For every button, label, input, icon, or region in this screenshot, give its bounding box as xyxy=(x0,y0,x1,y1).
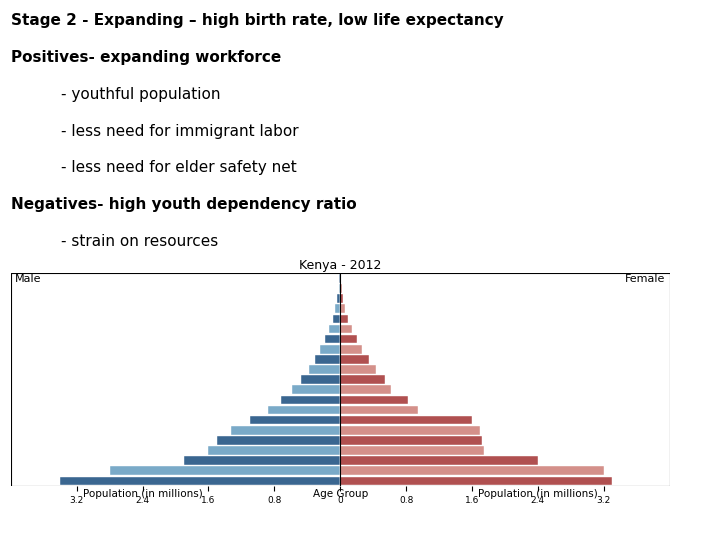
Bar xyxy=(60,477,341,485)
Bar xyxy=(341,375,384,384)
Bar xyxy=(341,406,418,414)
Bar xyxy=(315,355,341,363)
Bar xyxy=(341,436,482,445)
Bar xyxy=(341,335,356,343)
Bar xyxy=(336,305,341,313)
Text: Female: Female xyxy=(625,274,665,284)
Bar xyxy=(341,446,485,455)
Bar xyxy=(281,396,341,404)
Text: - less need for elder safety net: - less need for elder safety net xyxy=(61,160,297,176)
Bar xyxy=(330,325,341,333)
Bar xyxy=(209,446,341,455)
Bar xyxy=(341,294,343,303)
Bar xyxy=(325,335,341,343)
Bar xyxy=(301,375,341,384)
Bar xyxy=(341,314,348,323)
Text: Population (in millions): Population (in millions) xyxy=(478,489,598,499)
Bar xyxy=(232,426,341,435)
Bar xyxy=(250,416,341,424)
Bar xyxy=(184,456,341,465)
Bar xyxy=(341,467,603,475)
Text: - less need for immigrant labor: - less need for immigrant labor xyxy=(61,124,299,139)
Text: Negatives- high youth dependency ratio: Negatives- high youth dependency ratio xyxy=(11,197,356,212)
Bar xyxy=(341,396,408,404)
Bar xyxy=(341,345,361,354)
Bar xyxy=(341,284,342,293)
Bar xyxy=(337,294,341,303)
Title: Kenya - 2012: Kenya - 2012 xyxy=(299,259,382,272)
Bar xyxy=(268,406,341,414)
Bar xyxy=(341,386,391,394)
Bar xyxy=(333,314,341,323)
Bar xyxy=(217,436,341,445)
Bar xyxy=(292,386,341,394)
Bar xyxy=(339,274,341,282)
Text: - strain on resources: - strain on resources xyxy=(61,234,218,249)
Bar xyxy=(109,467,341,475)
Bar xyxy=(341,426,480,435)
Bar xyxy=(320,345,341,354)
Text: Age Group: Age Group xyxy=(312,489,368,499)
Bar xyxy=(341,355,369,363)
Bar xyxy=(341,477,612,485)
Text: Positives- expanding workforce: Positives- expanding workforce xyxy=(11,50,281,65)
Bar xyxy=(341,305,345,313)
Bar xyxy=(341,325,352,333)
Text: Male: Male xyxy=(15,274,42,284)
Bar xyxy=(309,365,341,374)
Text: Stage 2 - Expanding – high birth rate, low life expectancy: Stage 2 - Expanding – high birth rate, l… xyxy=(11,14,503,29)
Bar xyxy=(341,416,472,424)
Text: Population (in millions): Population (in millions) xyxy=(83,489,202,499)
Bar xyxy=(338,284,341,293)
Bar xyxy=(341,456,538,465)
Text: - youthful population: - youthful population xyxy=(61,87,221,102)
Bar xyxy=(341,365,377,374)
